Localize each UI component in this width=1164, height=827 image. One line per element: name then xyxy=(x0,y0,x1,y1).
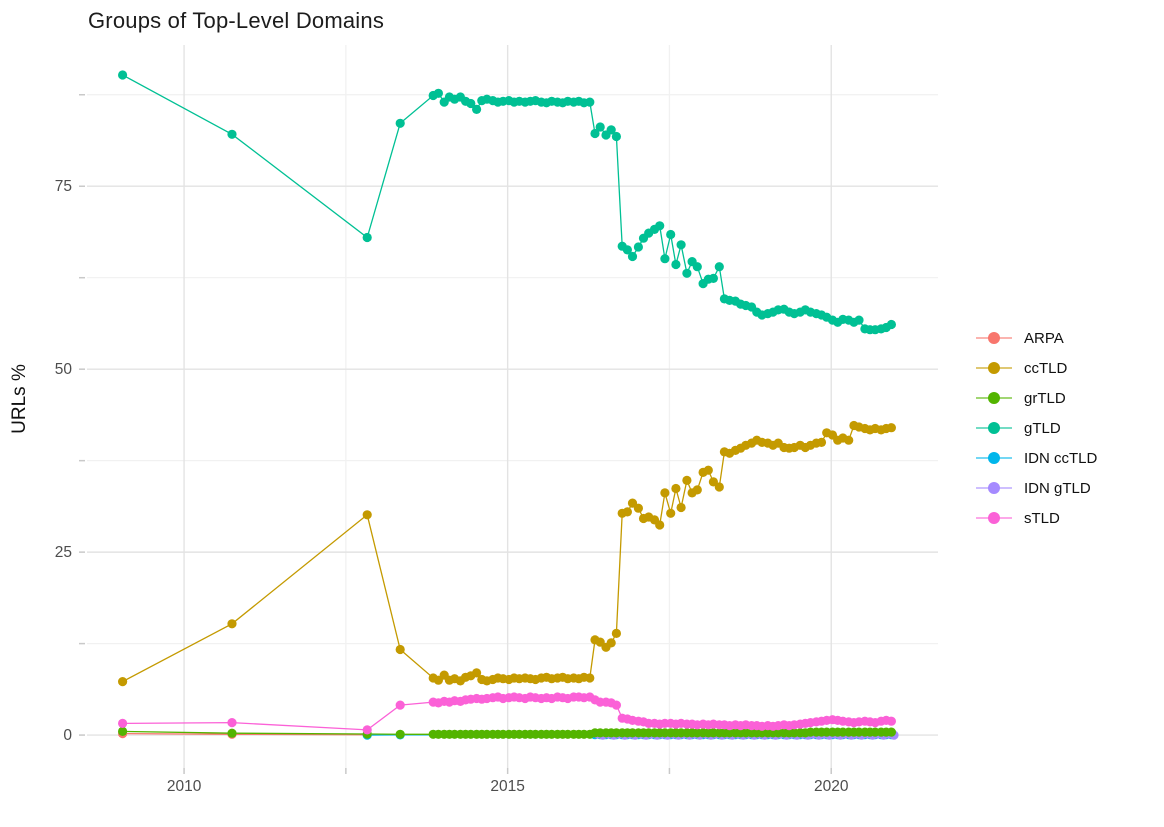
data-point-gtld xyxy=(585,97,595,107)
legend-entry-cctld: ccTLD xyxy=(976,353,1097,383)
data-point-gtld xyxy=(671,259,681,270)
data-point-gtld xyxy=(666,229,676,240)
y-tick-label: 50 xyxy=(55,361,73,378)
data-point-cctld xyxy=(660,488,670,498)
legend-key-icon-grtld xyxy=(976,391,1012,405)
data-point-stld xyxy=(886,716,897,726)
legend-key-dot xyxy=(988,362,1000,374)
data-point-cctld xyxy=(886,423,897,433)
legend-label-cctld: ccTLD xyxy=(1024,359,1068,377)
chart-title: Groups of Top-Level Domains xyxy=(88,8,385,33)
data-point-gtld xyxy=(714,262,724,272)
data-point-gtld xyxy=(472,104,482,114)
legend-entry-arpa: ARPA xyxy=(976,323,1097,353)
data-point-gtld xyxy=(655,221,665,231)
legend-key-dot xyxy=(988,332,1000,344)
legend-key-icon-idn-cctld xyxy=(976,451,1012,465)
legend-key-dot xyxy=(988,452,1000,464)
data-point-stld xyxy=(362,725,372,735)
data-point-cctld xyxy=(682,475,692,485)
legend-label-idn-cctld: IDN ccTLD xyxy=(1024,449,1098,467)
legend-entry-stld: sTLD xyxy=(976,503,1097,533)
legend-label-idn-gtld: IDN gTLD xyxy=(1024,479,1091,497)
data-point-grtld xyxy=(395,729,405,739)
data-point-cctld xyxy=(472,668,482,678)
data-point-stld xyxy=(395,700,405,710)
legend-label-grtld: grTLD xyxy=(1024,389,1066,407)
data-point-cctld xyxy=(655,520,665,530)
y-tick-label: 75 xyxy=(55,178,72,195)
data-point-stld xyxy=(118,718,128,729)
legend-key-icon-cctld xyxy=(976,361,1012,375)
legend-key-dot xyxy=(988,392,1000,404)
data-point-cctld xyxy=(633,503,644,513)
data-point-cctld xyxy=(844,435,854,445)
legend: ARPA ccTLD grTLD gTLD IDN ccTLD IDN gTLD sTLD xyxy=(976,323,1097,533)
y-tick-label: 0 xyxy=(63,727,72,744)
data-point-cctld xyxy=(227,619,237,629)
legend-key-dot xyxy=(988,422,1000,434)
data-point-cctld xyxy=(816,437,827,447)
data-point-gtld xyxy=(466,98,476,109)
legend-key-dot xyxy=(988,482,1000,494)
data-point-cctld xyxy=(692,485,702,495)
data-point-gtld xyxy=(433,88,443,98)
legend-key-icon-gtld xyxy=(976,421,1012,435)
data-point-gtld xyxy=(682,268,692,278)
legend-entry-idn-cctld: IDN ccTLD xyxy=(976,443,1097,473)
data-point-gtld xyxy=(118,70,128,80)
data-point-gtld xyxy=(854,315,864,325)
data-point-cctld xyxy=(676,502,686,513)
y-axis-title: URLs % xyxy=(9,364,30,434)
data-point-gtld xyxy=(395,118,405,128)
data-point-cctld xyxy=(703,465,713,475)
data-point-gtld xyxy=(606,125,616,135)
legend-entry-gtld: gTLD xyxy=(976,413,1097,443)
data-point-gtld xyxy=(590,128,600,139)
data-point-cctld xyxy=(606,638,616,648)
data-point-cctld xyxy=(585,673,595,683)
data-point-stld xyxy=(227,718,237,728)
data-point-gtld xyxy=(708,273,719,283)
x-tick-label: 2015 xyxy=(490,778,524,795)
data-point-cctld xyxy=(362,510,372,520)
data-point-gtld xyxy=(595,122,605,132)
data-point-grtld xyxy=(227,728,237,738)
data-point-cctld xyxy=(622,507,633,517)
data-point-gtld xyxy=(660,254,670,264)
legend-label-gtld: gTLD xyxy=(1024,419,1061,437)
legend-label-stld: sTLD xyxy=(1024,509,1060,527)
legend-entry-idn-gtld: IDN gTLD xyxy=(976,473,1097,503)
x-tick-label: 2020 xyxy=(814,778,849,795)
data-point-stld xyxy=(611,700,622,710)
data-point-gtld xyxy=(622,245,633,255)
data-point-cctld xyxy=(395,644,405,655)
data-point-gtld xyxy=(676,240,686,250)
data-point-gtld xyxy=(611,131,622,142)
data-point-gtld xyxy=(627,251,638,262)
x-tick-label: 2010 xyxy=(167,778,202,795)
data-point-gtld xyxy=(633,242,644,252)
data-point-gtld xyxy=(362,232,372,243)
data-point-cctld xyxy=(611,628,622,639)
legend-entry-grtld: grTLD xyxy=(976,383,1097,413)
data-point-cctld xyxy=(714,482,724,492)
data-point-cctld xyxy=(118,677,128,687)
data-point-cctld xyxy=(666,508,676,518)
data-point-grtld xyxy=(118,726,128,737)
y-tick-label: 25 xyxy=(55,544,72,561)
legend-key-icon-arpa xyxy=(976,331,1012,345)
legend-key-icon-stld xyxy=(976,511,1012,525)
legend-key-dot xyxy=(988,512,1000,524)
legend-label-arpa: ARPA xyxy=(1024,329,1064,347)
data-point-gtld xyxy=(227,129,237,139)
data-point-cctld xyxy=(671,483,681,494)
legend-key-icon-idn-gtld xyxy=(976,481,1012,495)
data-point-gtld xyxy=(692,262,702,272)
data-point-gtld xyxy=(886,319,897,330)
data-point-grtld xyxy=(886,727,897,737)
